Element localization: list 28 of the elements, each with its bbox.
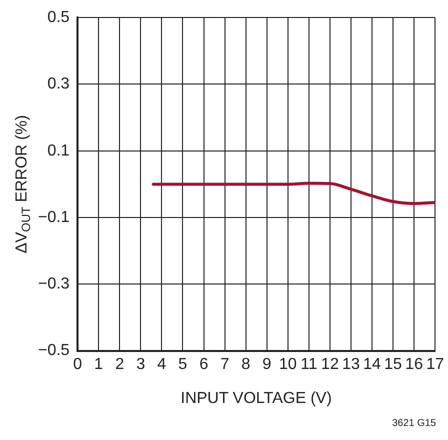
y-tick-label: −0.5 bbox=[38, 342, 70, 360]
x-tick-label: 7 bbox=[220, 356, 230, 373]
y-axis-title: ΔVOUT ERROR (%) bbox=[13, 115, 34, 254]
x-tick-label: 4 bbox=[157, 356, 166, 373]
line-series bbox=[152, 182, 436, 206]
x-tick-label: 8 bbox=[241, 356, 250, 373]
text: 3621 G15 bbox=[392, 418, 436, 429]
x-tick-label: 17 bbox=[426, 356, 444, 373]
x-tick-label: 16 bbox=[405, 356, 424, 373]
x-tick-label: 12 bbox=[321, 356, 339, 373]
x-tick-label: 14 bbox=[363, 356, 382, 373]
x-tick-label: 1 bbox=[94, 356, 104, 373]
x-tick-label: 3 bbox=[136, 356, 146, 373]
x-tick-label: 0 bbox=[73, 356, 82, 373]
y-tick-label: 0.3 bbox=[47, 76, 70, 93]
x-axis-title: INPUT VOLTAGE (V) bbox=[180, 390, 332, 408]
x-tick-label: 15 bbox=[384, 356, 402, 373]
x-tick-label: 5 bbox=[178, 356, 188, 373]
y-tick-label: 0.1 bbox=[47, 142, 70, 160]
y-tick-label: −0.3 bbox=[38, 276, 70, 293]
x-tick-label: 13 bbox=[342, 356, 360, 373]
x-tick-label: 10 bbox=[278, 356, 297, 373]
x-tick-label: 9 bbox=[262, 356, 272, 373]
x-tick-label: 2 bbox=[115, 356, 124, 373]
x-tick-label: 6 bbox=[199, 356, 208, 373]
y-tick-label: −0.1 bbox=[38, 208, 70, 226]
y-tick-label: 0.5 bbox=[47, 9, 70, 26]
x-tick-label: 11 bbox=[300, 356, 318, 373]
